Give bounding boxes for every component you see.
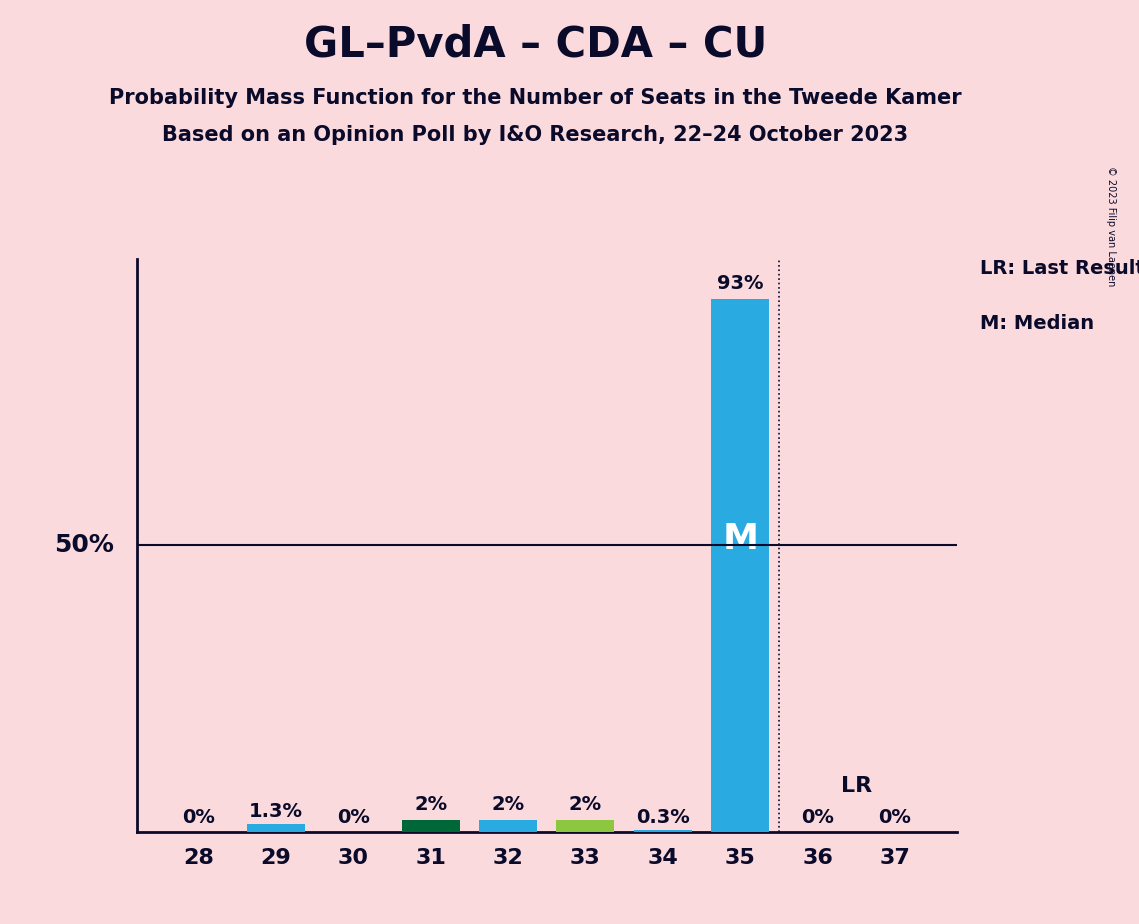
Text: 93%: 93% <box>716 274 763 293</box>
Bar <box>480 821 538 832</box>
Text: GL–PvdA – CDA – CU: GL–PvdA – CDA – CU <box>304 23 767 65</box>
Text: 0%: 0% <box>801 808 834 827</box>
Bar <box>247 824 305 832</box>
Text: LR: LR <box>841 776 871 796</box>
Text: LR: Last Result: LR: Last Result <box>980 259 1139 278</box>
Text: 50%: 50% <box>54 533 114 557</box>
Bar <box>402 821 460 832</box>
Text: 0.3%: 0.3% <box>636 808 689 827</box>
Text: 2%: 2% <box>568 796 603 814</box>
Text: 1.3%: 1.3% <box>249 802 303 821</box>
Text: 2%: 2% <box>491 796 525 814</box>
Bar <box>556 821 614 832</box>
Text: 0%: 0% <box>337 808 370 827</box>
Text: 0%: 0% <box>182 808 215 827</box>
Text: Based on an Opinion Poll by I&O Research, 22–24 October 2023: Based on an Opinion Poll by I&O Research… <box>162 125 909 145</box>
Text: M: Median: M: Median <box>980 314 1093 334</box>
Text: © 2023 Filip van Laenen: © 2023 Filip van Laenen <box>1106 166 1115 286</box>
Bar <box>711 298 769 832</box>
Text: 0%: 0% <box>878 808 911 827</box>
Text: 2%: 2% <box>415 796 448 814</box>
Bar <box>633 830 691 832</box>
Text: M: M <box>722 521 759 555</box>
Text: Probability Mass Function for the Number of Seats in the Tweede Kamer: Probability Mass Function for the Number… <box>109 88 961 108</box>
